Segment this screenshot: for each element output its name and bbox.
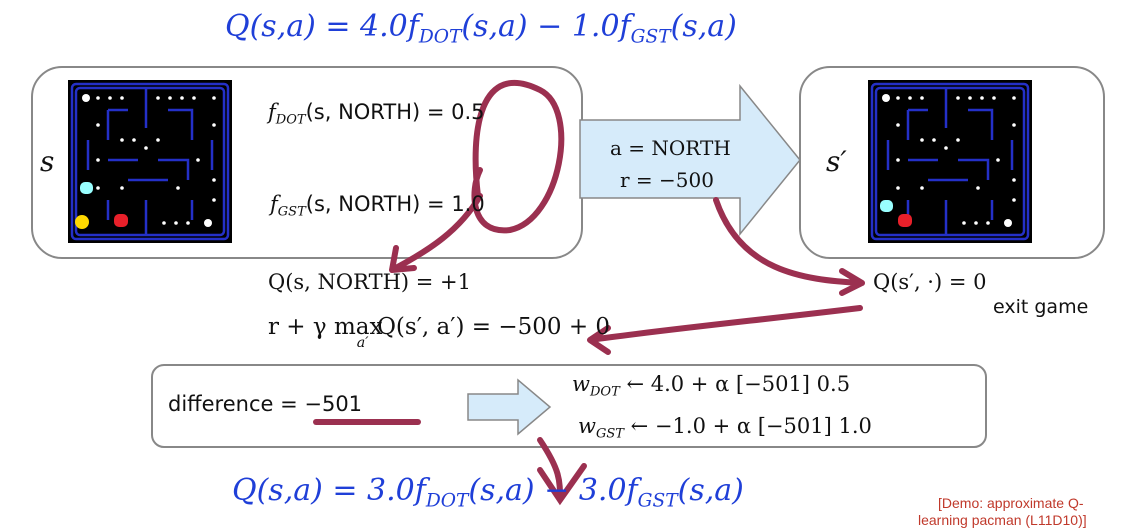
target: r + γ maxa′ Q(s′, a′) = −500 + 0 [268, 314, 611, 351]
feature-gst: fGST(s, NORTH) = 1.0 [270, 194, 485, 219]
target-part: Q(s′, a′) = −500 + 0 [377, 314, 611, 340]
scared-ghost [880, 200, 893, 212]
formula-part: (s,a) [677, 473, 744, 508]
update-box [151, 364, 987, 448]
difference: difference = −501 [168, 392, 363, 416]
action-label: a = NORTH [610, 136, 731, 160]
next-state-q: Q(s′, ·) = 0 [873, 270, 987, 294]
demo-note: [Demo: approximate Q- [938, 495, 1084, 511]
bottom-formula: Q(s,a) = 3.0fDOT(s,a) − 3.0fGST(s,a) [232, 476, 744, 511]
ghost [898, 214, 912, 227]
weight-subscript: DOT [589, 384, 620, 400]
formula-subscript: DOT [418, 26, 462, 48]
update-dot: wDOT ← 4.0 + α [−501] 0.5 [572, 374, 850, 399]
formula-part: Q(s,a) = 4.0f [225, 9, 419, 44]
feature-symbol: f [270, 192, 278, 216]
demo-note: learning pacman (L11D10)] [918, 512, 1087, 528]
formula-subscript: DOT [425, 490, 469, 512]
update-gst: wGST ← −1.0 + α [−501] 1.0 [578, 416, 872, 441]
pacman-next-state [866, 78, 1034, 245]
formula-subscript: GST [630, 26, 671, 48]
annotation-scribbles [313, 80, 865, 506]
scared-ghost [80, 182, 93, 194]
feature-value: (s, NORTH) = 0.5 [305, 100, 485, 124]
target-subscript: a′ [356, 334, 369, 351]
formula-part: (s,a) − 1.0f [461, 9, 631, 44]
action-arrow [579, 83, 801, 237]
ghost [114, 214, 128, 227]
update-arrow [467, 378, 552, 436]
weight-update: ← 4.0 + α [−501] 0.5 [619, 372, 851, 396]
exit-game-note: exit game [993, 296, 1089, 318]
feature-symbol: f [268, 100, 276, 124]
feature-dot: fDOT(s, NORTH) = 0.5 [268, 102, 485, 127]
weight-subscript: GST [595, 426, 624, 442]
q-value: Q(s, NORTH) = +1 [268, 270, 471, 294]
feature-subscript: DOT [275, 112, 306, 128]
weight-update: ← −1.0 + α [−501] 1.0 [623, 414, 872, 438]
top-formula: Q(s,a) = 4.0fDOT(s,a) − 1.0fGST(s,a) [225, 12, 737, 47]
state-label: s [40, 145, 55, 178]
formula-part: (s,a) [670, 9, 737, 44]
target-part: r + γ max [268, 314, 383, 340]
feature-subscript: GST [277, 204, 306, 220]
weight-symbol: w [578, 414, 596, 438]
pacman-state [66, 78, 234, 245]
weight-symbol: w [572, 372, 590, 396]
feature-value: (s, NORTH) = 1.0 [305, 192, 485, 216]
pacman [75, 215, 89, 229]
formula-part: Q(s,a) = 3.0f [232, 473, 426, 508]
formula-subscript: GST [637, 490, 678, 512]
formula-part: (s,a) − 3.0f [468, 473, 638, 508]
next-state-label: s′ [826, 145, 847, 178]
reward-label: r = −500 [620, 168, 714, 192]
